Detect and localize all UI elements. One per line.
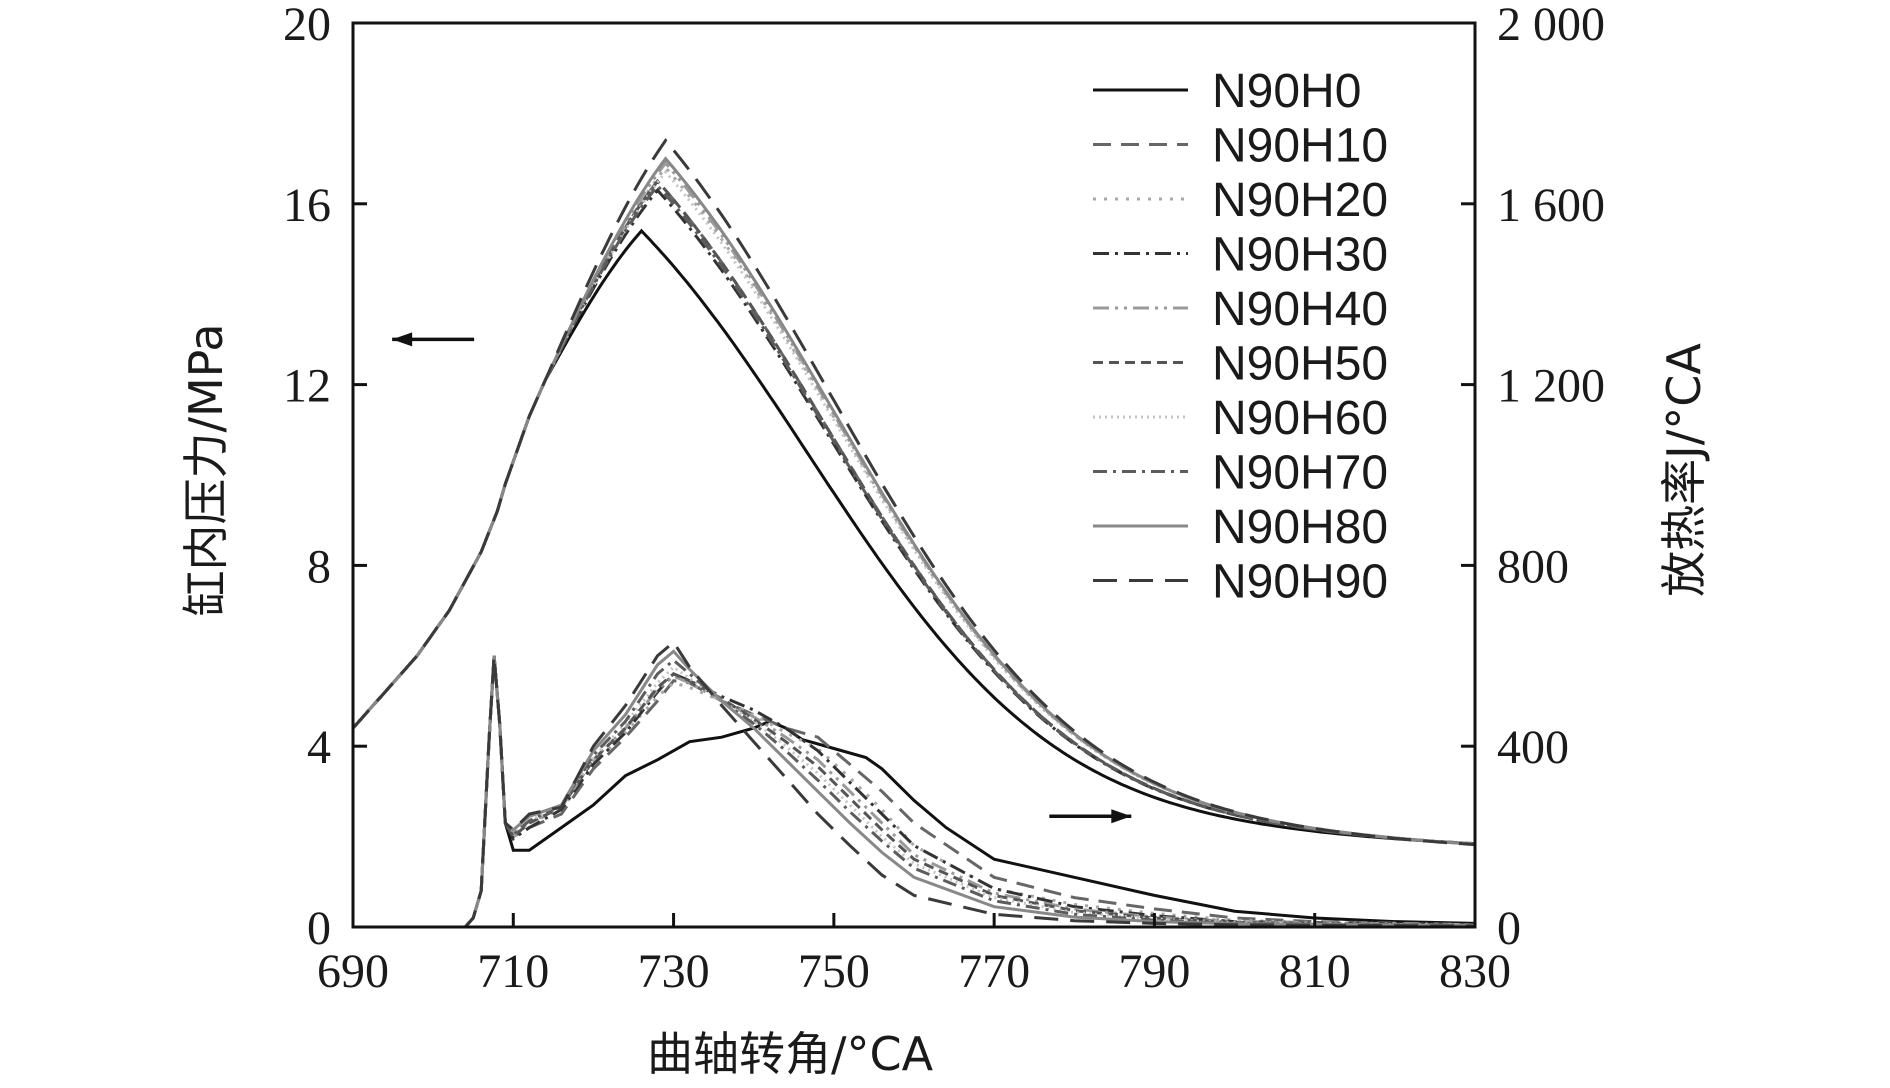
y-left-tick-label: 4 [307,721,331,774]
hrr-line-n90h90 [353,639,1476,929]
x-tick-label: 770 [958,945,1030,998]
hrr-line-n90h60 [353,655,1476,929]
legend: N90H0N90H10N90H20N90H30N90H40N90H50N90H6… [1093,65,1388,609]
legend-label-n90h90: N90H90 [1212,556,1388,609]
y-right-axis-ticks: 0 400 800 1 200 1 600 2 000 [1461,0,1605,955]
y-left-tick-label: 0 [307,902,331,955]
legend-label-n90h20: N90H20 [1212,174,1388,227]
legend-label-n90h30: N90H30 [1212,229,1388,282]
hrr-line-n90h0 [353,655,1476,929]
hrr-line-n90h80 [353,649,1476,929]
pressure-line-n90h90 [351,138,1476,847]
plot-frame [351,21,1477,929]
heat-release-curves [353,639,1476,929]
hrr-line-n90h10 [353,655,1476,929]
x-tick-label: 830 [1439,945,1511,998]
legend-label-n90h40: N90H40 [1212,283,1388,336]
y-right-tick-label: 0 [1497,902,1521,955]
x-tick-label: 730 [638,945,710,998]
legend-label-n90h10: N90H10 [1212,120,1388,173]
y-right-tick-label: 1 600 [1497,179,1605,232]
annotations [392,332,1132,824]
x-tick-label: 790 [1118,945,1190,998]
hrr-line-n90h40 [353,655,1476,929]
y-left-tick-label: 20 [283,0,331,51]
x-tick-label: 690 [317,945,389,998]
hrr-line-n90h50 [353,655,1476,929]
x-tick-label: 710 [477,945,549,998]
axis-arrow-head [392,332,413,347]
hrr-line-n90h20 [353,655,1476,929]
hrr-line-n90h70 [353,655,1476,929]
pressure-curves [351,138,1476,847]
y-left-axis-ticks: 0 4 8 12 16 20 [283,0,367,955]
x-tick-label: 810 [1279,945,1351,998]
y-right-tick-label: 2 000 [1497,0,1605,51]
y-left-tick-label: 16 [283,179,331,232]
y-right-tick-label: 400 [1497,721,1569,774]
legend-label-n90h0: N90H0 [1212,65,1361,118]
legend-label-n90h60: N90H60 [1212,392,1388,445]
legend-label-n90h80: N90H80 [1212,501,1388,554]
y-right-tick-label: 800 [1497,540,1569,593]
y-left-axis-title: 缸内压力/MPa [179,323,233,616]
legend-label-n90h50: N90H50 [1212,338,1388,391]
hrr-line-n90h30 [353,655,1476,929]
x-axis-ticks: 690 710 730 750 770 790 810 830 [317,913,1511,998]
y-right-tick-label: 1 200 [1497,360,1605,413]
y-right-axis-title: 放热率J/°CA [1657,343,1711,597]
y-left-tick-label: 8 [307,540,331,593]
legend-label-n90h70: N90H70 [1212,447,1388,500]
x-tick-label: 750 [798,945,870,998]
x-axis-title: 曲轴转角/°CA [647,1027,934,1081]
axis-arrow-head [1111,809,1132,824]
y-left-tick-label: 12 [283,360,331,413]
